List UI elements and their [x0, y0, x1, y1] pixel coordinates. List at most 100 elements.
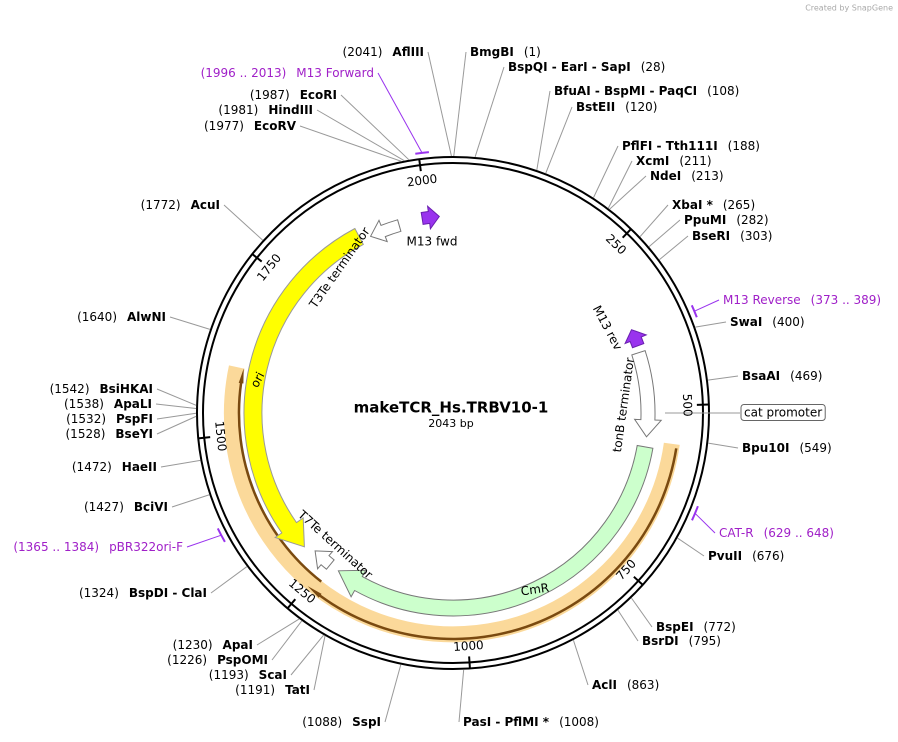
feature-m13rev: [624, 329, 648, 349]
site-label: BfuAI - BspMI - PaqCI (108): [554, 84, 739, 98]
enzyme-name: BstEII: [576, 100, 615, 114]
enzyme-name: NdeI: [650, 169, 681, 183]
site-label: BsrDI (795): [642, 634, 721, 648]
site-position: (549): [799, 441, 831, 455]
tick: [621, 228, 632, 239]
enzyme-name: BseYI: [115, 427, 153, 441]
site-position: (1230): [173, 638, 213, 652]
site-position: (1538): [64, 397, 104, 411]
enzyme-name: TatI: [285, 683, 310, 697]
tick: [198, 436, 211, 440]
enzyme-name: BfuAI - BspMI - PaqCI: [554, 84, 697, 98]
leader: [290, 634, 325, 676]
primer-label: M13 Reverse (373 .. 389): [723, 293, 881, 307]
enzyme-name: PasI - PflMI *: [463, 715, 550, 729]
primer-range: (373 .. 389): [811, 293, 881, 307]
site-position: (265): [723, 198, 755, 212]
site-label: BmgBI (1): [470, 45, 541, 59]
site-position: (1008): [559, 715, 599, 729]
site-position: (108): [707, 84, 739, 98]
site-label: (1226) PspOMI: [167, 653, 268, 667]
site-label: (1532) PspFI: [66, 412, 153, 426]
feature-label: tonB terminator: [610, 357, 637, 454]
leader: [545, 106, 573, 174]
site-label: (1981) HindIII: [218, 103, 313, 117]
primer-label: (1365 .. 1384) pBR322ori-F: [13, 540, 183, 554]
tick: [418, 159, 422, 172]
site-label: (1324) BspDI - ClaI: [79, 586, 207, 600]
site-position: (469): [790, 369, 822, 383]
site-position: (120): [625, 100, 657, 114]
tick: [251, 253, 263, 263]
leader: [453, 51, 467, 157]
leader: [427, 51, 452, 157]
site-position: (1981): [218, 103, 258, 117]
feature-cmr: [337, 444, 654, 617]
enzyme-name: AcuI: [191, 198, 220, 212]
leader: [694, 299, 720, 312]
primer-name: CAT-R: [719, 526, 754, 540]
site-label: (1640) AlwNI: [77, 310, 166, 324]
enzyme-name: PflFI - Tth111I: [622, 139, 718, 153]
leader: [299, 125, 402, 162]
site-label: (1427) BciVI: [84, 500, 168, 514]
site-position: (213): [691, 169, 723, 183]
site-label: PflFI - Tth111I (188): [622, 139, 760, 153]
tick-label: 1500: [212, 420, 229, 452]
site-position: (211): [679, 154, 711, 168]
tick: [468, 656, 471, 669]
leader: [607, 160, 633, 209]
enzyme-name: ScaI: [259, 668, 287, 682]
leader: [694, 512, 716, 534]
site-label: XcmI (211): [636, 154, 712, 168]
enzyme-name: EcoRI: [300, 88, 337, 102]
highlight-arrow: [237, 368, 322, 583]
site-position: (1324): [79, 586, 119, 600]
site-label: BseRI (303): [692, 229, 772, 243]
site-position: (772): [704, 620, 736, 634]
enzyme-name: ApaLI: [114, 397, 152, 411]
site-label: (1528) BseYI: [66, 427, 154, 441]
enzyme-name: PspOMI: [217, 653, 268, 667]
enzyme-name: HindIII: [268, 103, 313, 117]
leader: [156, 415, 197, 435]
feature-tonb: [631, 349, 663, 438]
site-position: (676): [752, 549, 784, 563]
enzyme-name: BspQI - EarI - SapI: [508, 60, 631, 74]
leader: [458, 669, 465, 723]
site-label: BstEII (120): [576, 100, 657, 114]
leader: [648, 219, 681, 248]
site-position: (1193): [209, 668, 249, 682]
site-position: (863): [627, 678, 659, 692]
enzyme-name: SspI: [352, 715, 381, 729]
leader: [169, 316, 211, 330]
leader: [160, 459, 201, 468]
site-label: (1230) ApaI: [173, 638, 253, 652]
site-position: (1977): [204, 119, 244, 133]
site-position: (1088): [302, 715, 342, 729]
leader: [223, 204, 264, 241]
leader: [210, 566, 248, 594]
enzyme-name: AclI: [592, 678, 617, 692]
feature-t3te: [369, 219, 402, 243]
site-label: PvuII (676): [708, 549, 784, 563]
tick-label: 2000: [406, 172, 438, 190]
site-label: PasI - PflMI * (1008): [463, 715, 599, 729]
feature-t7te: [314, 550, 335, 570]
highlight-band: [223, 365, 680, 643]
site-position: (1542): [50, 382, 90, 396]
site-label: NdeI (213): [650, 169, 724, 183]
enzyme-name: Bpu10I: [742, 441, 789, 455]
leader: [186, 534, 222, 548]
enzyme-name: ApaI: [223, 638, 253, 652]
plasmid-name: makeTCR_Hs.TRBV10-1: [354, 399, 549, 417]
site-position: (303): [740, 229, 772, 243]
leader: [639, 204, 669, 238]
enzyme-name: SwaI: [730, 315, 762, 329]
leader: [593, 145, 619, 198]
feature-m13fwd: [420, 204, 440, 231]
primer-name: M13 Reverse: [723, 293, 801, 307]
site-label: (1538) ApaLI: [64, 397, 152, 411]
site-position: (1987): [250, 88, 290, 102]
